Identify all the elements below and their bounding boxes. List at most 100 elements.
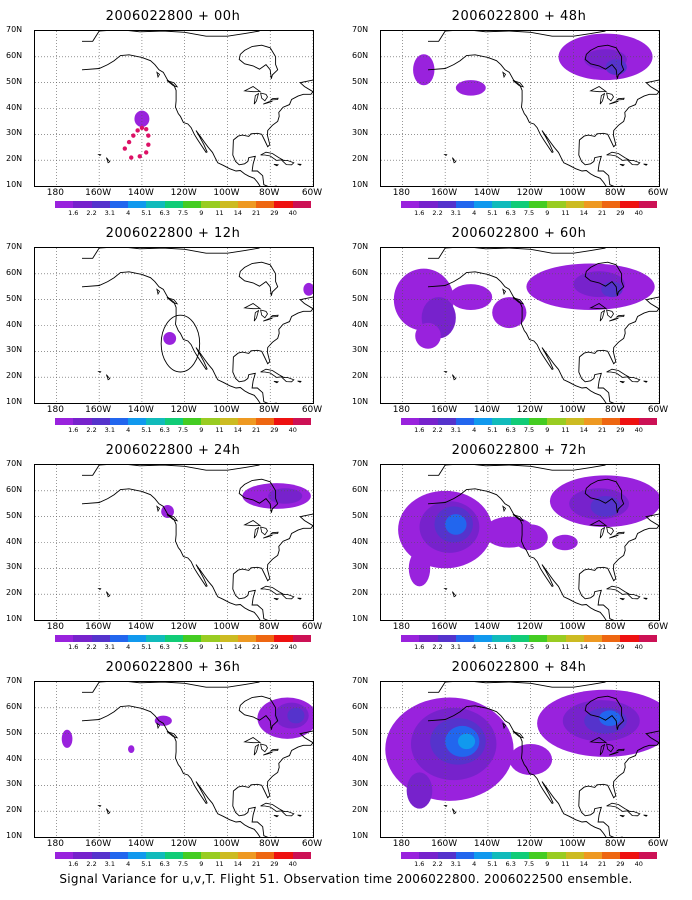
lon-tick-label: 120W [516,405,543,415]
variance-contour [415,322,441,349]
colorbar-label: 6.3 [505,426,516,434]
coastline-feature [619,163,626,167]
panel-title: 2006022800 + 72h [451,443,587,458]
lon-tick-label: 180 [392,405,410,415]
colorbar-label: 14 [233,860,242,868]
lon-tick-label: 160W [431,839,458,849]
observation-point [129,155,134,160]
variance-shading [393,263,655,349]
graticule [381,31,659,186]
variance-contour [590,496,621,517]
colorbar-label: 5.1 [141,209,152,217]
colorbar-swatch [91,418,110,425]
colorbar-label: 4 [126,426,131,434]
variance-shading [413,33,653,96]
colorbar-swatch [565,201,584,208]
coastline [81,465,313,620]
coastline-feature [269,748,279,752]
observation-point [144,126,149,132]
colorbar-swatch [492,852,511,859]
colorbar-label: 40 [634,426,643,434]
colorbar-swatch [109,852,129,859]
lat-tick-label: 60N [6,50,23,60]
coastline-feature [260,151,284,161]
colorbar-swatch [91,635,110,642]
coastline-feature [260,802,284,812]
map-svg [35,465,313,620]
colorbar-swatch [201,852,220,859]
colorbar-swatch [146,852,165,859]
lat-tick-label: 60N [352,50,369,60]
lon-tick-label: 180 [392,839,410,849]
coastline-feature [512,514,525,522]
colorbar-label: 21 [598,209,607,217]
lon-tick-label: 60W [301,188,323,198]
variance-contour [128,745,135,754]
colorbar-swatch [91,201,110,208]
colorbar-label: 5.1 [487,860,498,868]
coastline-feature [260,309,268,319]
lat-tick-label: 30N [6,128,23,138]
colorbar-label: 2.2 [432,643,443,651]
panel-title: 2006022800 + 36h [105,660,241,675]
variance-shading [398,475,659,587]
colorbar-label: 3.1 [450,209,462,217]
colorbar-label: 4 [126,209,131,217]
lat-tick-label: 10N [6,614,23,623]
colorbar-label: 5.1 [487,643,498,651]
lat-tick-label: 40N [352,753,369,763]
lon-tick-label: 80W [259,405,280,415]
colorbar-swatch [237,418,257,425]
colorbar-swatch [419,635,438,642]
colorbar-label: 1.6 [68,426,79,434]
coastline-feature [263,534,273,539]
coastline-feature [643,814,648,817]
colorbar-swatch [292,201,311,208]
colorbar-swatch [492,635,511,642]
lat-tick-label: 10N [352,831,369,840]
coastline-feature [502,288,507,296]
lat-tick-label: 60N [352,484,369,494]
colorbar-swatch [146,201,165,208]
coastline-feature [253,309,260,322]
lat-tick-label: 60N [352,267,369,277]
variance-contour [303,282,313,296]
colorbar-swatch [455,852,475,859]
colorbar-swatch [73,635,92,642]
colorbar-swatch [73,201,92,208]
lon-tick-label: 120W [170,839,197,849]
coastline-feature [106,591,111,598]
lat-tick-label: 60N [352,701,369,711]
colorbar [401,418,657,425]
coastline-feature [606,802,630,812]
coastline-feature [609,317,619,322]
colorbar [55,201,311,208]
lon-tick-label: 180 [46,188,64,198]
map-svg [381,465,659,620]
lat-tick-label: 70N [352,459,369,468]
map-plot-area [380,681,660,838]
lat-tick-label: 50N [352,727,369,737]
coastline-feature [627,376,641,383]
colorbar-swatch [164,201,183,208]
coastline-feature [156,722,161,730]
colorbar-swatch [419,418,438,425]
colorbar-swatch [638,852,657,859]
variance-contour [406,772,433,809]
coastline-feature [609,100,619,105]
colorbar-swatch [492,201,511,208]
colorbar-label: 9 [545,643,550,651]
colorbar-swatch [164,852,183,859]
panel-title: 2006022800 + 24h [105,443,241,458]
colorbar-swatch [164,418,183,425]
colorbar-swatch [292,418,311,425]
coastline-feature [627,159,641,166]
coastline-feature [606,151,630,161]
colorbar-swatch [419,201,438,208]
colorbar-label: 9 [545,209,550,217]
colorbar-swatch [602,852,621,859]
colorbar-swatch [55,418,74,425]
colorbar-swatch [510,852,529,859]
lat-tick-label: 20N [6,371,23,381]
lon-tick-label: 80W [259,188,280,198]
